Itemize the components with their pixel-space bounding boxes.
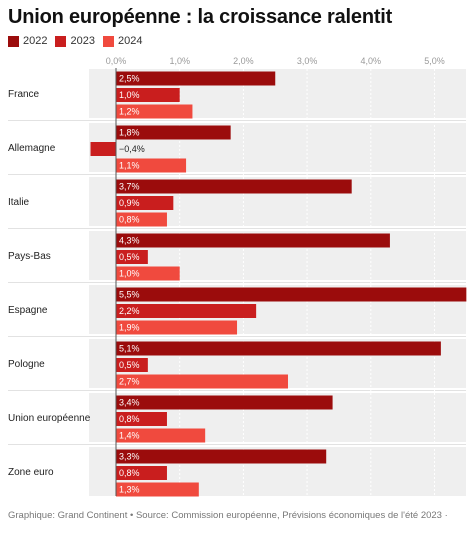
x-tick-label: 4,0% <box>361 56 382 66</box>
data-label: 2,7% <box>119 377 140 387</box>
data-label: −0,4% <box>119 144 145 154</box>
category-label: Allemagne <box>8 143 56 154</box>
data-label: 4,3% <box>119 236 140 246</box>
bar-2024 <box>116 212 167 227</box>
data-label: 1,9% <box>119 323 140 333</box>
data-label: 1,3% <box>119 485 140 495</box>
data-label: 0,8% <box>119 468 140 478</box>
data-label: 5,5% <box>119 290 140 300</box>
data-label: 5,1% <box>119 344 140 354</box>
bar-2023 <box>116 304 257 318</box>
bar-2022 <box>116 449 327 464</box>
x-tick-label: 0,0% <box>106 56 127 66</box>
legend-item-2023: 2023 <box>55 35 95 47</box>
category-label: Pologne <box>8 359 45 370</box>
category-label: Espagne <box>8 305 48 316</box>
legend-swatch-2022 <box>8 35 19 47</box>
bar-2024 <box>116 320 238 335</box>
x-tick-label: 3,0% <box>297 56 318 66</box>
bar-2022 <box>116 179 352 194</box>
data-label: 1,0% <box>119 269 140 279</box>
legend-label-2023: 2023 <box>70 35 95 47</box>
bar-2024 <box>116 428 206 443</box>
bar-2023 <box>116 88 180 102</box>
data-label: 0,8% <box>119 215 140 225</box>
legend: 2022 2023 2024 <box>8 35 142 47</box>
legend-item-2024: 2024 <box>102 35 143 47</box>
bar-2024 <box>116 104 193 119</box>
legend-label-2022: 2022 <box>23 35 48 47</box>
bar-2024 <box>116 482 199 497</box>
category-label: Union européenne <box>8 413 91 424</box>
bar-2023 <box>116 250 148 264</box>
data-label: 1,8% <box>119 128 140 138</box>
data-label: 1,1% <box>119 161 140 171</box>
bar-2023 <box>90 142 116 156</box>
data-label: 3,3% <box>119 452 140 462</box>
bar-2022 <box>116 233 390 248</box>
data-label: 2,2% <box>119 306 140 316</box>
legend-label-2024: 2024 <box>117 35 143 47</box>
bar-2022 <box>116 71 276 86</box>
bar-2023 <box>116 196 174 210</box>
bar-2023 <box>116 466 167 480</box>
bar-2022 <box>116 395 333 410</box>
chart-title: Union européenne : la croissance ralenti… <box>8 6 393 28</box>
bar-2024 <box>116 158 187 173</box>
legend-swatch-2023 <box>55 35 67 47</box>
data-label: 0,5% <box>119 252 140 262</box>
x-tick-label: 5,0% <box>424 56 445 66</box>
x-tick-label: 1,0% <box>169 56 190 66</box>
bar-2023 <box>116 412 167 426</box>
data-label: 1,0% <box>119 90 140 100</box>
category-label: Italie <box>8 197 30 208</box>
legend-swatch-2024 <box>102 35 114 47</box>
bar-2022 <box>116 287 467 302</box>
data-label: 0,8% <box>119 414 140 424</box>
category-label: France <box>8 89 40 100</box>
category-label: Zone euro <box>8 467 54 478</box>
bar-2022 <box>116 341 441 356</box>
bar-2024 <box>116 374 288 389</box>
data-label: 1,4% <box>119 431 140 441</box>
legend-item-2022: 2022 <box>8 35 47 47</box>
data-label: 2,5% <box>119 74 140 84</box>
source-footer: Graphique: Grand Continent • Source: Com… <box>8 510 448 521</box>
bar-2023 <box>116 358 148 372</box>
x-tick-label: 2,0% <box>233 56 254 66</box>
bar-2024 <box>116 266 180 281</box>
data-label: 1,2% <box>119 107 140 117</box>
data-label: 3,7% <box>119 182 140 192</box>
category-label: Pays-Bas <box>8 251 51 262</box>
data-label: 0,9% <box>119 198 140 208</box>
data-label: 3,4% <box>119 398 140 408</box>
bar-2022 <box>116 125 231 140</box>
data-label: 0,5% <box>119 360 140 370</box>
